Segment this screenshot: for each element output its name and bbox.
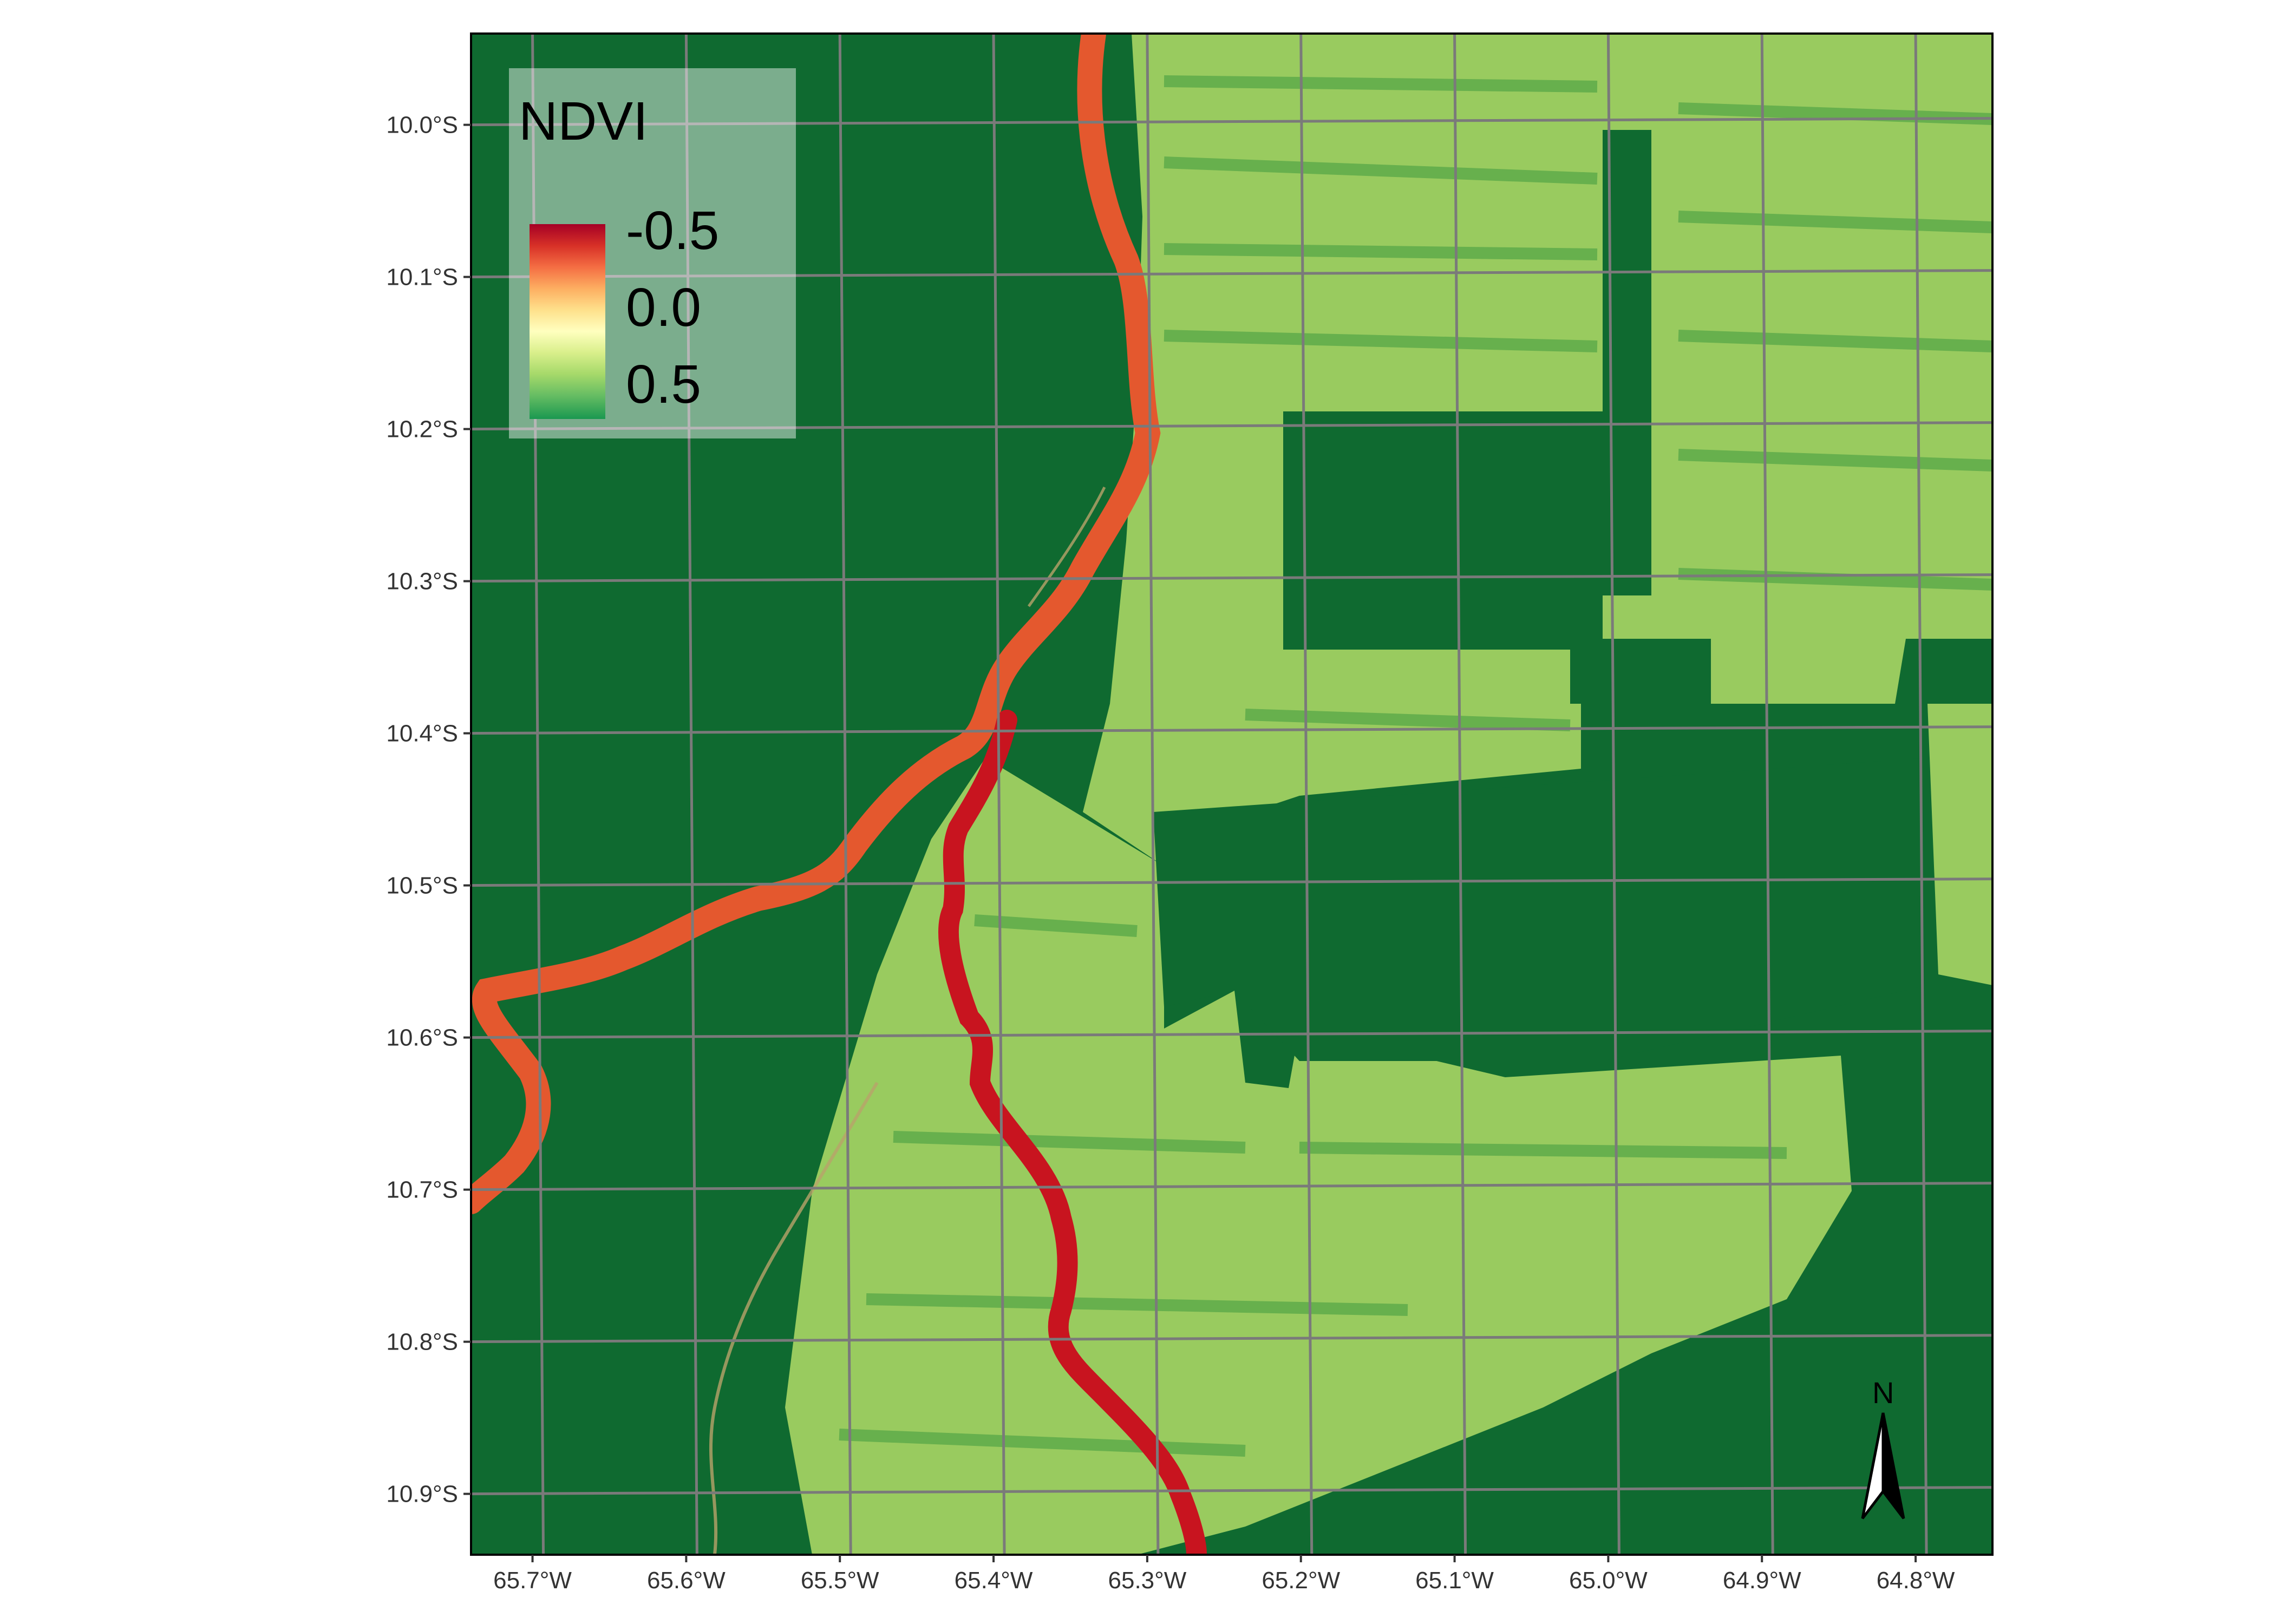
grid-line-lat: [471, 1030, 1993, 1039]
x-tick-label: 65.6°W: [647, 1567, 726, 1594]
x-tick-label: 64.9°W: [1723, 1567, 1801, 1594]
grid-line-lon: [1453, 33, 1467, 1555]
forest-reserve-central: [1153, 758, 1927, 1061]
north-arrow-right-half: [1881, 1412, 1905, 1520]
legend-colorbar: [530, 224, 605, 419]
grid-line-lon: [1606, 33, 1620, 1555]
y-tick-label: 10.0°S: [386, 112, 458, 139]
clearing-texture: [839, 75, 1992, 1457]
y-tick-label: 10.8°S: [386, 1329, 458, 1355]
x-tick-label: 65.0°W: [1569, 1567, 1648, 1594]
y-tick-label: 10.5°S: [386, 873, 458, 899]
grid-line-lon: [838, 33, 852, 1555]
x-tick-label: 65.3°W: [1108, 1567, 1187, 1594]
legend-label-max: 0.5: [626, 354, 701, 415]
north-arrow-label: N: [1872, 1376, 1894, 1410]
forest-reserve-small: [1570, 639, 1711, 704]
grid-line-lat: [471, 117, 1993, 127]
grid-line-lat: [471, 421, 1993, 431]
north-arrow: N: [1861, 1376, 1905, 1520]
cleared-south: [785, 758, 1852, 1555]
tributary-north: [1027, 486, 1106, 607]
x-tick-label: 65.4°W: [955, 1567, 1033, 1594]
legend: NDVI -0.5 0.0 0.5: [509, 68, 796, 438]
legend-label-min: -0.5: [626, 200, 719, 261]
forest-reserve-north: [1283, 411, 1603, 650]
grid-line-lon: [1760, 33, 1774, 1555]
secondary-river: [938, 710, 1207, 1555]
x-axis: 65.7°W 65.6°W 65.5°W 65.4°W 65.3°W 65.2°W 65.1…: [493, 1555, 1955, 1594]
y-tick-label: 10.6°S: [386, 1025, 458, 1051]
grid-line-lon: [992, 33, 1006, 1555]
y-tick-label: 10.3°S: [386, 568, 458, 595]
y-tick-label: 10.2°S: [386, 416, 458, 443]
x-tick-label: 65.2°W: [1262, 1567, 1340, 1594]
grid-line-lon: [1299, 33, 1314, 1555]
grid-line-lat: [471, 878, 1993, 887]
grid-line-lat: [471, 1334, 1993, 1344]
y-axis: 10.0°S 10.1°S 10.2°S 10.3°S 10.4°S 10.5°S 10.6…: [386, 112, 471, 1508]
y-tick-label: 10.1°S: [386, 264, 458, 291]
grid-line-lon: [684, 33, 698, 1555]
graticule: [471, 33, 1993, 1555]
grid-line-lon: [1146, 33, 1160, 1555]
x-tick-label: 65.5°W: [801, 1567, 879, 1594]
x-tick-label: 65.1°W: [1415, 1567, 1494, 1594]
cleared-east-strip: [1927, 704, 1992, 985]
x-tick-label: 65.7°W: [493, 1567, 572, 1594]
grid-line-lat: [471, 269, 1993, 279]
grid-line-lat: [471, 1182, 1993, 1191]
y-tick-label: 10.9°S: [386, 1481, 458, 1508]
panel-border: [470, 32, 1994, 1556]
grid-line-lon: [1914, 33, 1928, 1555]
grid-line-lat: [471, 573, 1993, 583]
legend-label-mid: 0.0: [626, 277, 701, 338]
grid-line-lat: [471, 1486, 1993, 1496]
main-river: [471, 34, 1161, 1214]
y-tick-label: 10.7°S: [386, 1177, 458, 1203]
x-tick-label: 64.8°W: [1877, 1567, 1955, 1594]
tributary-west: [709, 1082, 879, 1555]
legend-title: NDVI: [519, 91, 648, 152]
y-tick-label: 10.4°S: [386, 721, 458, 747]
grid-line-lat: [471, 725, 1993, 735]
